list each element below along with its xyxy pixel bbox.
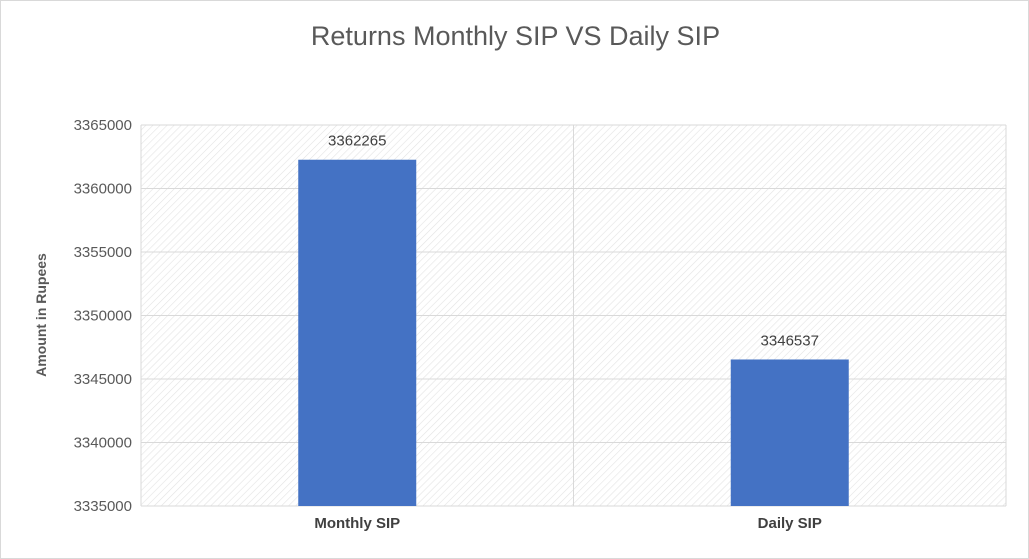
data-label: 3362265 xyxy=(328,133,386,150)
category-label: Monthly SIP xyxy=(314,515,400,532)
category-labels: Monthly SIP Daily SIP xyxy=(314,515,822,532)
y-axis-title: Amount in Rupees xyxy=(33,253,49,377)
bars xyxy=(298,159,849,506)
y-tick-label: 3350000 xyxy=(74,308,132,325)
y-tick-label: 3360000 xyxy=(74,181,132,198)
chart-title: Returns Monthly SIP VS Daily SIP xyxy=(310,21,721,51)
data-labels: 3362265 3346537 xyxy=(328,133,819,350)
bar-daily-sip xyxy=(730,359,849,506)
bar-monthly-sip xyxy=(298,159,417,506)
category-label: Daily SIP xyxy=(758,515,822,532)
grid-layer xyxy=(140,124,1007,507)
y-tick-label: 3335000 xyxy=(74,498,132,515)
y-tick-label: 3340000 xyxy=(74,435,132,452)
data-label: 3346537 xyxy=(761,332,819,349)
y-tick-label: 3355000 xyxy=(74,244,132,261)
y-tick-labels: 3335000 3340000 3345000 3350000 3355000 33600… xyxy=(74,117,132,515)
y-tick-label: 3365000 xyxy=(74,117,132,134)
y-tick-label: 3345000 xyxy=(74,371,132,388)
